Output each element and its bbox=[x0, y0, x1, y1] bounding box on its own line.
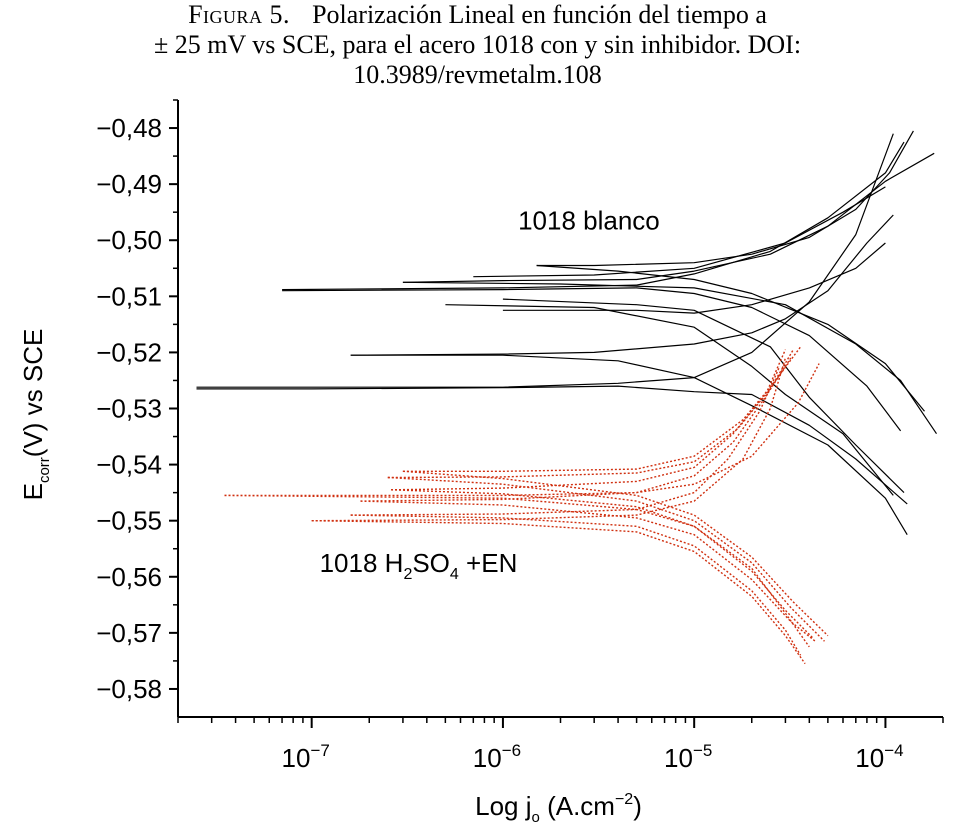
label-layer: Ecorr(V) vs SCE Log jo (A.cm−2) 1018 blanc… bbox=[18, 206, 660, 826]
y-tick-label: −0,48 bbox=[96, 113, 162, 143]
y-tick-label: −0,49 bbox=[96, 169, 162, 199]
series-EN-25 bbox=[387, 349, 794, 479]
series-EN-17 bbox=[311, 357, 787, 522]
y-tick-label: −0,52 bbox=[96, 337, 162, 367]
series-EN-21 bbox=[360, 357, 792, 502]
figure-caption: Figura 5. Polarización Lineal en función … bbox=[0, 0, 955, 90]
caption-line-2: ± 25 mV vs SCE, para el acero 1018 con y… bbox=[153, 30, 802, 59]
y-tick-label: −0,55 bbox=[96, 506, 162, 536]
series-blanco-7 bbox=[536, 130, 914, 267]
y-axis-title: Ecorr(V) vs SCE bbox=[18, 329, 53, 501]
series-blanco-9 bbox=[402, 152, 935, 283]
annotation-inhibitor: 1018 H2SO4 +EN bbox=[320, 548, 518, 583]
y-tick-label: −0,54 bbox=[96, 450, 162, 480]
series-blanco-3 bbox=[282, 287, 902, 432]
y-tick-label: −0,58 bbox=[96, 674, 162, 704]
caption-figure-label: Figura 5. bbox=[188, 0, 291, 29]
series-blanco-8 bbox=[536, 264, 925, 412]
series-EN-16 bbox=[224, 494, 810, 648]
series-blanco-2 bbox=[196, 133, 894, 388]
caption-title: Polarización Lineal en función del tiemp… bbox=[312, 0, 767, 29]
x-axis-title: Log jo (A.cm−2) bbox=[475, 791, 642, 826]
axis-layer: −0,48 −0,49 −0,50 −0,51 −0,52 −0,53 −0,54 −0,55… bbox=[96, 99, 944, 773]
series-blanco-1 bbox=[196, 385, 908, 505]
series-blanco-11 bbox=[502, 242, 886, 314]
series-blanco-14 bbox=[502, 298, 905, 494]
y-tick-label: −0,56 bbox=[96, 562, 162, 592]
series-EN-27 bbox=[402, 346, 802, 472]
caption-line-1: Figura 5. Polarización Lineal en función … bbox=[0, 0, 955, 30]
annotation-blanco: 1018 blanco bbox=[518, 206, 660, 236]
series-blanco-6 bbox=[350, 354, 908, 536]
x-tick-label: 10−7 bbox=[282, 741, 330, 773]
x-tick-label: 10−5 bbox=[664, 741, 712, 773]
series-EN-26 bbox=[387, 476, 825, 642]
x-tick-label: 10−4 bbox=[855, 741, 903, 773]
series-blanco-10 bbox=[402, 281, 937, 435]
series-blanco-5 bbox=[350, 214, 894, 356]
series-EN-28 bbox=[402, 470, 829, 637]
series-EN-23 bbox=[390, 349, 787, 491]
series-EN-19 bbox=[350, 366, 781, 516]
y-tick-label: −0,57 bbox=[96, 618, 162, 648]
series-EN-20 bbox=[350, 514, 802, 656]
y-tick-label: −0,51 bbox=[96, 281, 162, 311]
caption-line-3: 10.3989/revmetalm.108 bbox=[353, 60, 602, 89]
y-tick-label: −0,50 bbox=[96, 225, 162, 255]
series-layer bbox=[196, 130, 937, 665]
series-EN-22 bbox=[360, 500, 816, 642]
series-blanco-13 bbox=[445, 304, 894, 496]
series-EN-24 bbox=[390, 489, 814, 639]
y-tick-label: −0,53 bbox=[96, 394, 162, 424]
series-EN-15 bbox=[224, 363, 820, 497]
x-tick-label: 10−6 bbox=[473, 741, 521, 773]
series-blanco-12 bbox=[473, 186, 886, 278]
